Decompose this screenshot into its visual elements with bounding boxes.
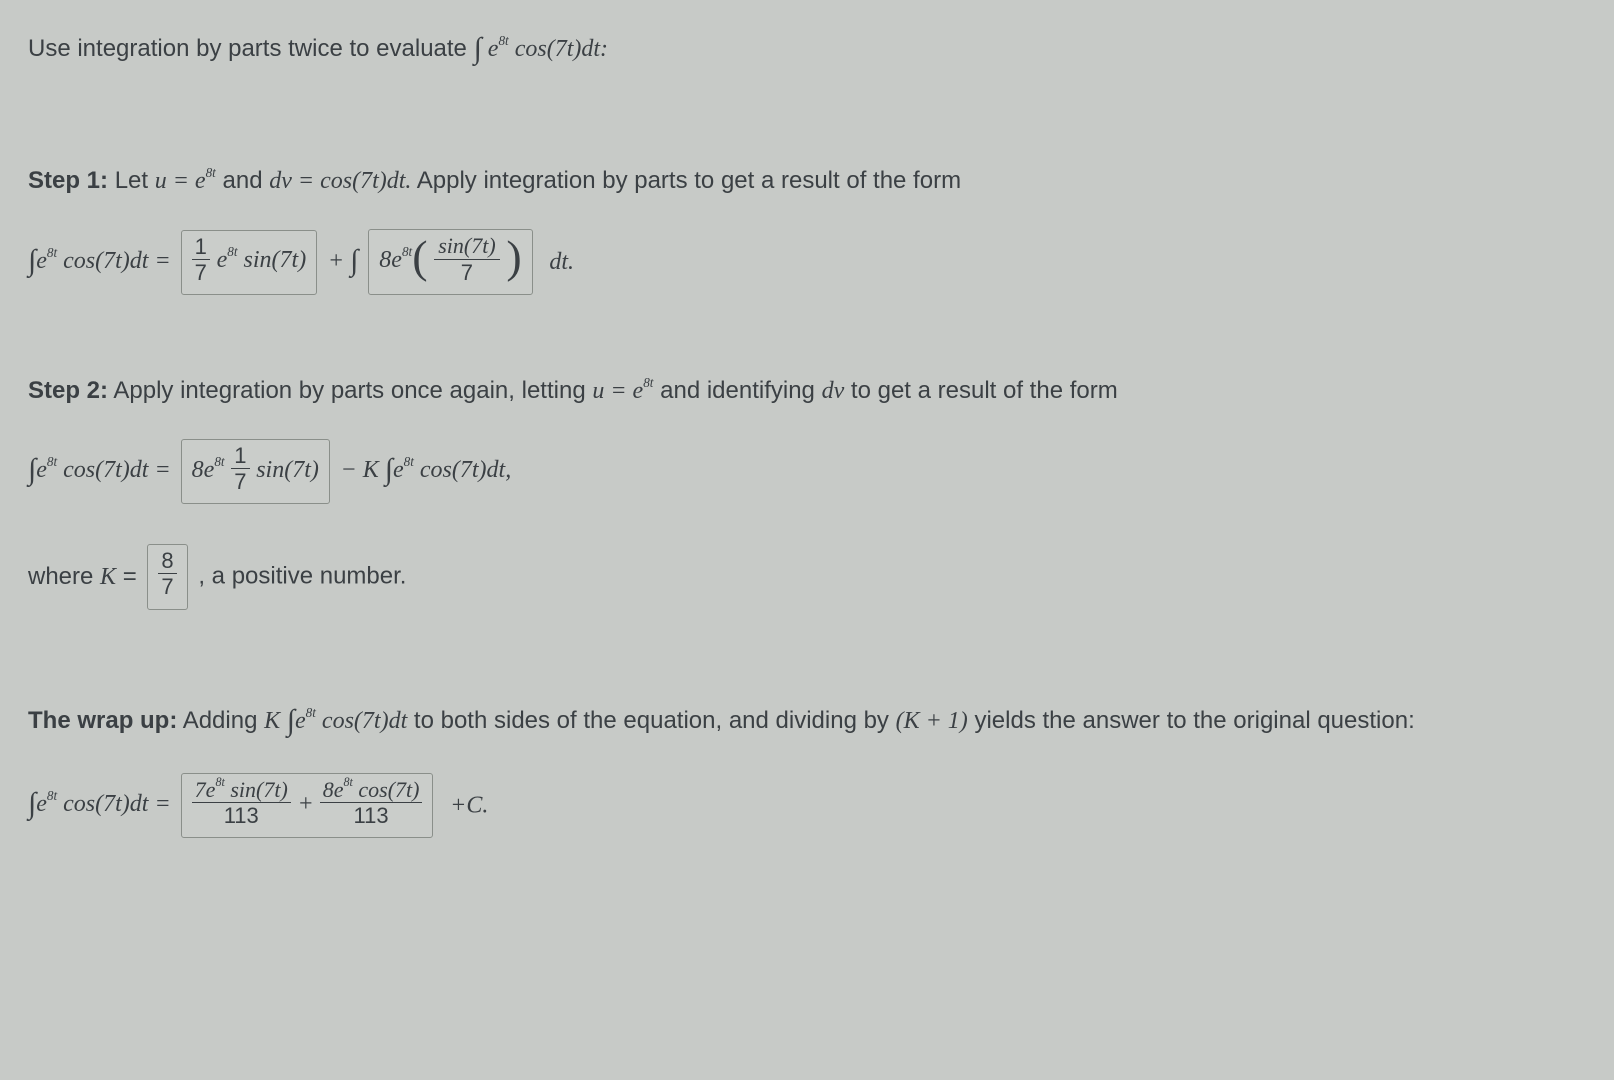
step2-wherek: where K = 87 , a positive number. [28,544,1586,609]
prompt-line: Use integration by parts twice to evalua… [28,28,1586,73]
wherek-prefix: where K = [28,563,143,590]
step2-dv: dv [822,378,845,404]
wrapup-kp1: (K + 1) [896,708,968,734]
step1-desc: Step 1: Let u = e8t and dv = cos(7t)dt. … [28,163,1586,199]
step1-dv: dv = cos(7t)dt. [269,168,411,194]
step1-plus-int: + ∫ [328,248,364,274]
wrapup-box[interactable]: 7e8t sin(7t) 113 + 8e8t cos(7t) 113 [181,773,434,838]
wrapup-lhs: ∫e8t cos(7t)dt = [28,791,177,817]
wrapup-trailing: +C. [444,792,488,818]
step2-desc: Step 2: Apply integration by parts once … [28,373,1586,409]
step2-lhs: ∫e8t cos(7t)dt = [28,457,177,483]
wherek-box[interactable]: 87 [147,544,187,609]
step1-u: u = e8t [155,168,216,194]
step1-trailing: dt. [543,249,574,275]
step2-equation: ∫e8t cos(7t)dt = 8e8t 17 sin(7t) − K ∫e8… [28,439,1586,504]
wrapup-equation: ∫e8t cos(7t)dt = 7e8t sin(7t) 113 + 8e8t… [28,773,1586,838]
step1-box1[interactable]: 17 e8t sin(7t) [181,230,318,295]
wrapup-K: K [264,708,280,734]
step1-text-before: Let [115,167,155,194]
wrapup-adding: Adding [183,707,264,734]
step1-lhs: ∫e8t cos(7t)dt = [28,248,177,274]
step2-text-after-u: and identifying [660,377,821,404]
prompt-prefix: Use integration by parts twice to evalua… [28,35,474,62]
step1-text-mid: and [223,167,270,194]
wrapup-label: The wrap up: [28,707,177,734]
step2-label: Step 2: [28,377,108,404]
step2-minus: − K ∫e8t cos(7t)dt, [341,457,512,483]
step1-box2[interactable]: 8e8t( sin(7t)7 ) [368,229,532,295]
wrapup-int: ∫e8t cos(7t)dt [287,708,407,734]
step2-box1[interactable]: 8e8t 17 sin(7t) [181,439,330,504]
step1-label: Step 1: [28,167,108,194]
prompt-integral: ∫ e8t cos(7t)dt: [474,36,608,62]
step1-equation: ∫e8t cos(7t)dt = 17 e8t sin(7t) + ∫ 8e8t… [28,229,1586,295]
wrapup-tail1: to both sides of the equation, and divid… [414,707,896,734]
step2-text-tail: to get a result of the form [851,377,1118,404]
wrapup-tail2: yields the answer to the original questi… [974,707,1414,734]
step2-u: u = e8t [592,378,653,404]
wrapup-desc: The wrap up: Adding K ∫e8t cos(7t)dt to … [28,700,1586,745]
wherek-suffix: , a positive number. [198,563,406,590]
step2-text-before: Apply integration by parts once again, l… [113,377,592,404]
step1-text-after: Apply integration by parts to get a resu… [417,167,961,194]
